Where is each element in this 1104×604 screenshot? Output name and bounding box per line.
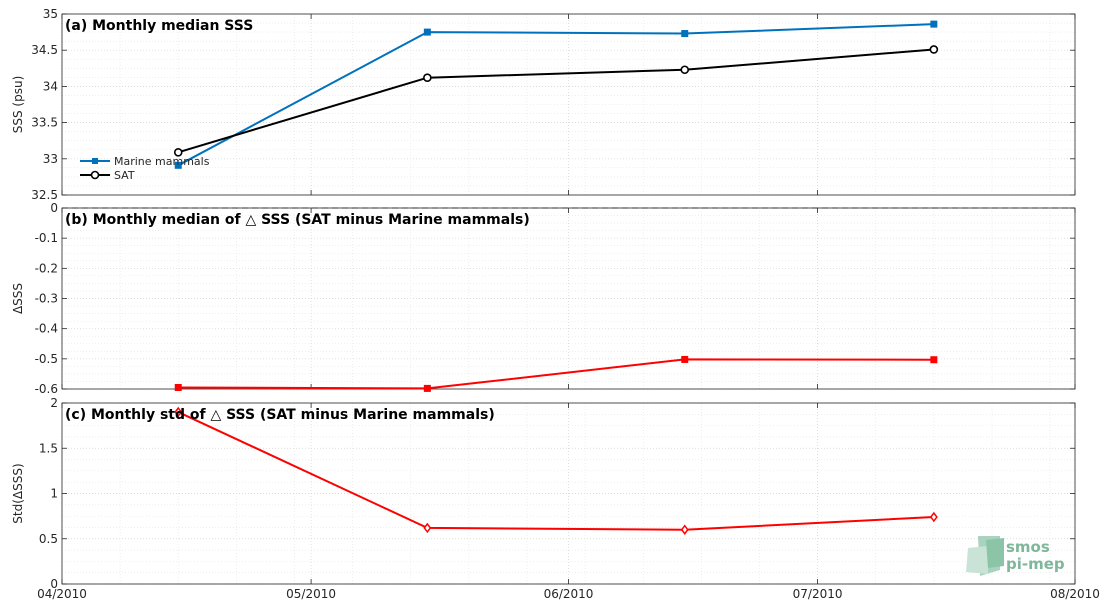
legend-item-marine-mammals: Marine mammals	[80, 155, 210, 168]
y-tick-label: -0.3	[35, 292, 58, 306]
x-tick-label: 05/2010	[286, 587, 336, 601]
data-point	[423, 73, 432, 83]
data-point	[681, 30, 689, 38]
y-tick-label: 35	[43, 7, 58, 21]
series-line	[177, 411, 934, 531]
y-tick-label: 33.5	[31, 116, 58, 130]
data-point	[929, 511, 938, 523]
series-delta-b	[174, 355, 938, 392]
data-point	[930, 356, 938, 364]
series-line	[177, 23, 934, 167]
series-delta-c	[174, 406, 938, 535]
y-axis-label: ΔSSS	[11, 283, 25, 314]
legend-label: SAT	[114, 169, 135, 182]
panel-a: 32.5 33 33.5 34 34.5 35 SSS (psu) Marine mammal…	[11, 7, 1076, 202]
smos-pi-mep-logo: smos pi-mep	[966, 536, 1065, 576]
panel-title: (b) Monthly median of △ SSS (SAT minus M…	[65, 212, 530, 228]
legend-marker	[90, 170, 100, 180]
y-tick-label: -0.5	[35, 352, 58, 366]
logo-text-pi-mep: pi-mep	[1006, 555, 1065, 573]
panel-b: -0.6 -0.5 -0.4 -0.3 -0.2 -0.1 0 ΔSSS (b) Monthly…	[11, 201, 1076, 396]
y-tick-label: 1	[50, 487, 58, 501]
panel-c: 0 0.5 1 1.5 2 Std(ΔSSS) (c) Monthly std of △ S…	[11, 396, 1076, 591]
x-tick-label: 06/2010	[544, 587, 594, 601]
series-line	[178, 358, 934, 390]
data-point	[681, 355, 689, 363]
y-tick-label: -0.2	[35, 261, 58, 275]
legend-marker	[92, 158, 98, 164]
y-tick-label: 2	[50, 396, 58, 410]
y-tick-label: 0	[50, 201, 58, 215]
x-tick-label: 07/2010	[793, 587, 843, 601]
logo-icon	[966, 536, 1004, 576]
data-point	[680, 524, 689, 535]
y-tick-label: 0.5	[39, 532, 58, 546]
y-tick-label: 34.5	[31, 43, 58, 57]
y-axis-label: SSS (psu)	[11, 76, 25, 134]
series-line	[177, 48, 934, 154]
data-point	[174, 383, 182, 391]
y-tick-label: 0	[50, 577, 58, 591]
panel-title: (a) Monthly median SSS	[65, 18, 253, 34]
series-marine-mammals	[174, 20, 938, 169]
x-tick-label: 04/2010	[37, 587, 87, 601]
panel-title: (c) Monthly std of △ SSS (SAT minus Mari…	[65, 407, 495, 423]
data-point	[680, 65, 690, 75]
y-tick-label: -0.6	[35, 382, 58, 396]
y-tick-label: 32.5	[31, 188, 58, 202]
y-tick-label: 33	[43, 152, 58, 166]
data-point	[423, 28, 431, 36]
y-tick-label: 1.5	[39, 441, 58, 455]
y-tick-label: 34	[43, 79, 58, 93]
y-tick-label: -0.1	[35, 231, 58, 245]
data-point	[174, 161, 182, 169]
x-tick-label: 08/2010	[1050, 587, 1100, 601]
logo-text-smos: smos	[1006, 538, 1050, 556]
y-tick-label: -0.4	[35, 322, 58, 336]
legend-item-sat: SAT	[80, 169, 135, 182]
data-point	[423, 522, 432, 534]
data-point	[173, 147, 183, 157]
data-point	[929, 45, 939, 54]
data-point	[930, 20, 938, 28]
data-point	[174, 406, 183, 418]
legend-label: Marine mammals	[114, 155, 210, 168]
series-sat	[173, 45, 939, 157]
y-axis-label: Std(ΔSSS)	[11, 463, 25, 523]
data-point	[423, 384, 431, 392]
